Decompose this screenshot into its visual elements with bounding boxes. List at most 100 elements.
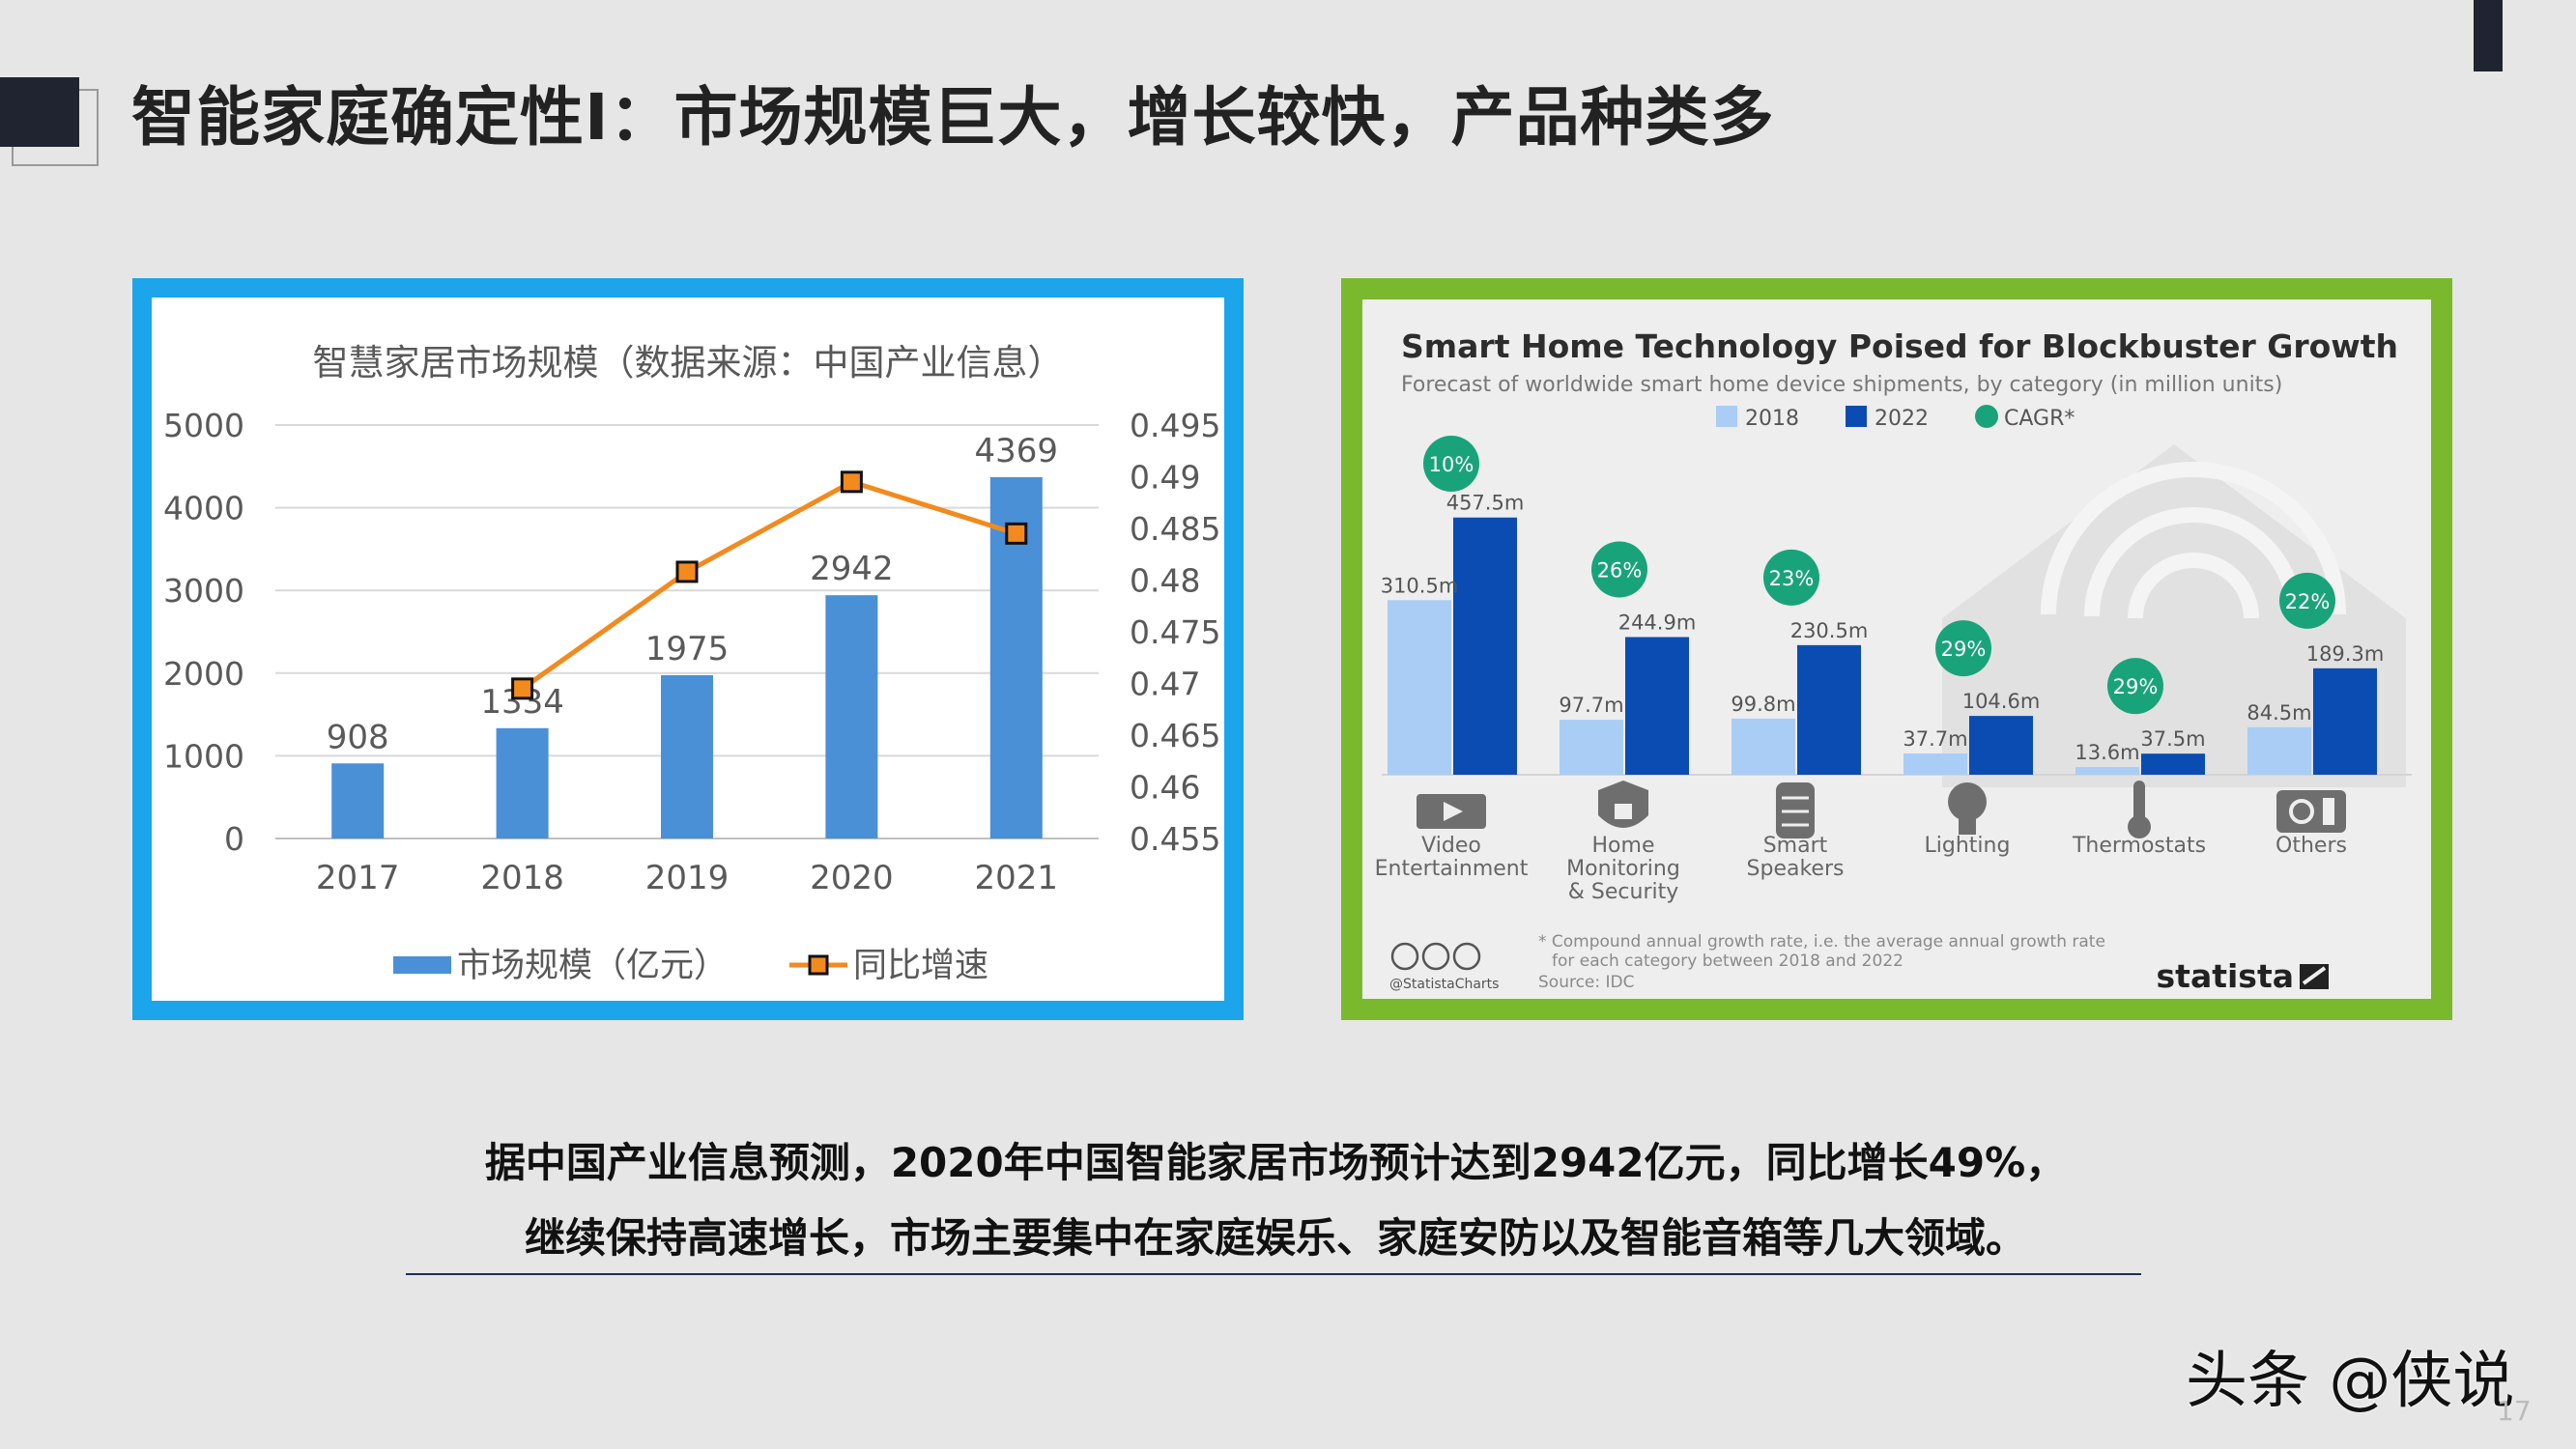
bar-2018 [1903,753,1967,775]
bar-2018 [496,727,549,838]
category-label: Entertainment [1375,857,1529,881]
value-label-2022: 189.3m [2306,642,2385,666]
y2-tick-label: 0.455 [1130,820,1220,858]
statista-chart: Smart Home Technology Poised for Blockbu… [1375,327,2412,995]
bar-2018 [1388,600,1451,775]
footnote: * Compound annual growth rate, i.e. the … [1538,932,2105,952]
value-label-2022: 104.6m [1962,690,2041,713]
value-label-2018: 84.5m [2247,701,2311,724]
value-label-2018: 99.8m [1731,693,1795,716]
x-tick-label: 2020 [810,859,894,897]
legend-swatch-2022 [1846,406,1867,427]
value-label-2022: 457.5m [1446,492,1525,515]
cagr-badge [1935,620,1991,677]
y-tick-label: 0 [224,820,244,858]
source-label: Source: IDC [1538,973,1635,992]
corner-square-decoration [0,77,79,147]
y-tick-label: 2000 [163,655,244,693]
thermometer-icon [2128,781,2151,838]
value-label-2018: 13.6m [2075,741,2139,764]
y-tick-label: 1000 [163,737,244,775]
value-label-2022: 37.5m [2140,727,2205,751]
chart-subtitle: Forecast of worldwide smart home device … [1401,373,2282,397]
category-label: Home [1592,834,1655,858]
statista-logo-text: statista [2157,957,2294,995]
y2-tick-label: 0.49 [1130,459,1200,497]
watermark: 头条 @侠说 [2186,1346,2515,1417]
chart-title: Smart Home Technology Poised for Blockbu… [1401,327,2398,365]
right-chart-frame: Smart Home Technology Poised for Blockbu… [1341,278,2452,1020]
wifi-arc-background [2084,507,2303,617]
legend-swatch-marker [808,954,829,976]
lock-icon [1598,781,1648,828]
cagr-label: 29% [1941,638,1987,661]
y2-tick-label: 0.47 [1130,666,1200,703]
bar-2017 [331,763,385,838]
page-number: 17 [2497,1395,2532,1427]
y2-tick-label: 0.48 [1130,562,1200,600]
legend-label-cagr: CAGR* [2004,407,2075,431]
bar-2018 [2075,767,2139,775]
x-tick-label: 2018 [480,859,564,897]
cagr-badge [2107,658,2163,715]
house-background [1942,444,2406,787]
footnote: for each category between 2018 and 2022 [1552,952,1903,971]
bar-2022 [1797,644,1861,775]
category-label: Speakers [1747,857,1845,881]
right-chart-panel: Smart Home Technology Poised for Blockbu… [1362,299,2431,999]
statista-logo-mark-stroke [2302,966,2327,985]
y-tick-label: 5000 [163,407,244,444]
top-right-bar-decoration [2474,0,2503,71]
growth-marker [511,677,534,700]
cagr-label: 10% [1429,453,1474,476]
credit-label: @StatistaCharts [1389,977,1499,992]
value-label-2022: 244.9m [1618,611,1697,634]
caption-line-2: 继续保持高速增长，市场主要集中在家庭娱乐、家庭安防以及智能音箱等几大领域。 [524,1214,2026,1262]
legend-label-2018: 2018 [1745,407,1799,431]
legend-label-2022: 2022 [1875,407,1929,431]
x-tick-label: 2021 [975,859,1059,897]
cagr-label: 23% [1769,567,1815,590]
x-tick-label: 2019 [645,859,730,897]
caption-underline [406,1273,2141,1275]
bar-2019 [661,674,713,838]
bar-value-label: 2942 [810,550,894,588]
value-label-2022: 230.5m [1790,619,1869,642]
growth-line [521,479,1017,691]
y2-tick-label: 0.485 [1130,510,1220,548]
category-label: Lighting [1925,834,2011,858]
growth-marker [675,560,699,583]
cagr-badge [1591,541,1647,598]
bar-2018 [2247,726,2311,775]
legend-swatch-cagr [1975,405,1998,428]
tv-icon [1417,794,1486,829]
license-icon [1390,942,1419,971]
legend-swatch-2018 [1716,406,1737,427]
growth-marker [840,470,863,494]
cagr-badge [1763,549,1819,606]
bar-value-label: 4369 [975,432,1059,470]
bar-2022 [2313,668,2377,775]
cagr-label: 29% [2113,675,2159,698]
category-label: Smart [1763,834,1828,858]
chart-title: 智慧家居市场规模（数据来源：中国产业信息） [313,342,1064,384]
y2-tick-label: 0.465 [1130,717,1220,754]
value-label-2018: 310.5m [1381,574,1459,597]
legend-swatch-bars [393,956,451,974]
cagr-badge [1423,436,1479,492]
bar-2022 [2141,753,2205,775]
legend-label-bars: 市场规模（亿元） [457,947,728,985]
y2-tick-label: 0.475 [1130,613,1220,651]
x-tick-label: 2017 [316,859,400,897]
bar-value-label: 1975 [645,630,730,668]
slide-title: 智能家庭确定性I：市场规模巨大，增长较快，产品种类多 [131,80,1775,155]
bar-2020 [825,595,878,838]
bar-2018 [1560,720,1623,775]
caption-line-1: 据中国产业信息预测，2020年中国智能家居市场预计达到2942亿元，同比增长49… [484,1139,2067,1186]
bulb-icon [1948,782,1987,835]
category-label: Video [1421,834,1481,858]
bar-2022 [1453,517,1517,775]
bar-2018 [1732,718,1795,775]
left-chart-frame: 智慧家居市场规模（数据来源：中国产业信息） 5000 4000 3000 2000 100… [132,278,1244,1020]
left-chart-panel: 智慧家居市场规模（数据来源：中国产业信息） 5000 4000 3000 2000 100… [152,298,1224,1001]
